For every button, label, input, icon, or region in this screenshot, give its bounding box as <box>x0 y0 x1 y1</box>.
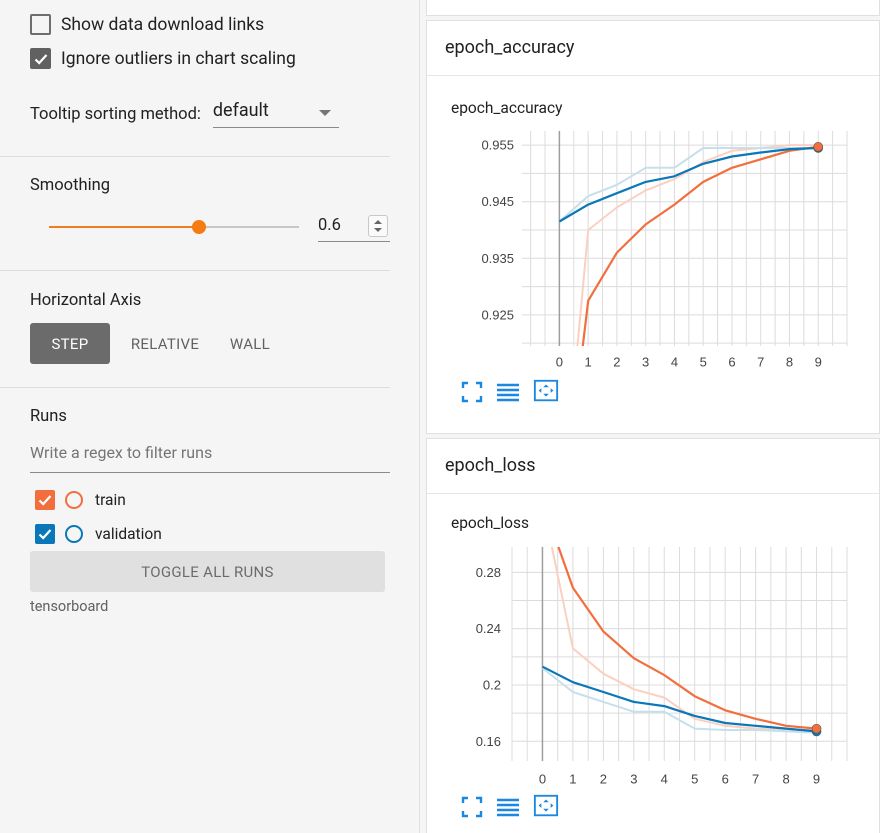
x-tick-label: 0 <box>539 772 546 787</box>
show-download-links-label: Show data download links <box>61 14 265 35</box>
ignore-outliers-label: Ignore outliers in chart scaling <box>61 48 296 69</box>
stepper-arrows-icon[interactable] <box>368 215 388 237</box>
run-validation-label: validation <box>95 525 162 543</box>
run-item-train[interactable]: train <box>35 490 126 510</box>
fit-domain-icon[interactable] <box>533 378 559 404</box>
fullscreen-icon[interactable] <box>459 379 485 405</box>
series-line-validation <box>542 665 817 733</box>
tooltip-sorting-row: Tooltip sorting method: default <box>30 100 339 128</box>
y-tick-label: 0.16 <box>476 734 501 749</box>
x-tick-label: 8 <box>782 772 789 787</box>
y-tick-label: 0.945 <box>481 194 514 209</box>
run-validation-checkbox[interactable] <box>35 524 55 544</box>
run-filter-placeholder: Write a regex to filter runs <box>30 443 213 462</box>
series-line-train <box>581 145 819 346</box>
x-tick-label: 6 <box>728 355 735 370</box>
x-tick-label: 3 <box>642 355 649 370</box>
show-download-links-checkbox[interactable] <box>30 14 51 35</box>
y-tick-label: 0.24 <box>476 621 501 636</box>
tooltip-sorting-select[interactable]: default <box>212 100 339 128</box>
x-tick-label: 5 <box>691 772 698 787</box>
ignore-outliers-option[interactable]: Ignore outliers in chart scaling <box>30 48 296 69</box>
show-download-links-option[interactable]: Show data download links <box>30 14 264 35</box>
smoothing-value-input[interactable]: 0.6 <box>318 213 390 242</box>
fullscreen-icon[interactable] <box>459 794 485 820</box>
check-icon <box>34 53 47 65</box>
series-end-point-train <box>813 142 824 152</box>
run-train-label: train <box>95 491 126 509</box>
x-tick-label: 9 <box>813 772 820 787</box>
series-group <box>558 144 819 346</box>
series-line-validation-raw <box>558 147 819 223</box>
y-tick-label: 0.935 <box>481 251 514 266</box>
run-filter-input[interactable]: Write a regex to filter runs <box>30 443 390 473</box>
toggle-log-scale-icon[interactable] <box>495 379 521 405</box>
card-header[interactable]: epoch_loss <box>427 439 879 494</box>
fit-domain-icon[interactable] <box>533 793 559 819</box>
series-line-validation-raw <box>541 667 817 734</box>
x-tick-label: 0 <box>556 355 563 370</box>
x-tick-label: 5 <box>700 355 707 370</box>
axis-option-wall[interactable]: WALL <box>229 334 271 353</box>
x-tick-label: 1 <box>569 772 576 787</box>
axis-option-step[interactable]: STEP <box>30 323 110 364</box>
x-tick-label: 3 <box>630 772 637 787</box>
card-title: epoch_accuracy <box>445 37 575 58</box>
check-icon <box>38 495 52 506</box>
section-divider <box>0 270 390 271</box>
x-tick-label: 7 <box>757 355 764 370</box>
run-color-circle-icon[interactable] <box>65 525 83 543</box>
settings-sidebar: Show data download links Ignore outliers… <box>0 0 420 833</box>
smoothing-slider-thumb[interactable] <box>192 220 206 234</box>
series-line-validation <box>558 146 819 223</box>
logdir-label: tensorboard <box>30 598 109 615</box>
chart-title: epoch_accuracy <box>451 99 563 117</box>
card-title: epoch_loss <box>445 455 536 476</box>
tooltip-sorting-value: default <box>212 100 269 121</box>
ignore-outliers-checkbox[interactable] <box>30 48 51 69</box>
horizontal-axis-toggle-group: STEP RELATIVE WALL <box>30 323 290 364</box>
x-tick-label: 2 <box>600 772 607 787</box>
x-tick-label: 8 <box>786 355 793 370</box>
card-epoch-loss: epoch_loss <box>426 438 880 833</box>
section-divider <box>0 387 390 388</box>
section-divider <box>0 156 390 157</box>
series-group <box>541 547 817 734</box>
run-item-validation[interactable]: validation <box>35 524 162 544</box>
smoothing-slider-fill <box>49 226 199 228</box>
x-tick-label: 7 <box>752 772 759 787</box>
card-header[interactable]: epoch_accuracy <box>427 21 879 76</box>
toggle-all-runs-button[interactable]: TOGGLE ALL RUNS <box>30 551 385 592</box>
runs-title: Runs <box>30 407 67 426</box>
run-color-circle-icon[interactable] <box>65 491 83 509</box>
x-tick-label: 4 <box>671 355 678 370</box>
y-tick-label: 0.925 <box>481 307 514 322</box>
toggle-log-scale-icon[interactable] <box>495 794 521 820</box>
y-tick-label: 0.955 <box>481 138 514 153</box>
y-tick-label: 0.28 <box>476 565 501 580</box>
series-end-point-train <box>811 723 822 734</box>
x-tick-label: 2 <box>613 355 620 370</box>
chart-title: epoch_loss <box>451 514 530 532</box>
tooltip-sorting-label: Tooltip sorting method: <box>30 104 201 124</box>
x-tick-label: 4 <box>661 772 668 787</box>
x-tick-label: 9 <box>815 355 822 370</box>
dropdown-caret-icon <box>318 110 331 116</box>
smoothing-value: 0.6 <box>318 216 341 235</box>
y-tick-label: 0.2 <box>483 677 501 692</box>
x-tick-label: 1 <box>585 355 592 370</box>
series-line-train-raw <box>550 547 817 731</box>
smoothing-title: Smoothing <box>30 176 110 195</box>
horizontal-axis-title: Horizontal Axis <box>30 291 142 310</box>
series-line-train <box>557 547 817 730</box>
check-icon <box>38 529 52 540</box>
x-tick-label: 6 <box>722 772 729 787</box>
axis-option-relative[interactable]: RELATIVE <box>130 334 200 353</box>
run-train-checkbox[interactable] <box>35 490 55 510</box>
